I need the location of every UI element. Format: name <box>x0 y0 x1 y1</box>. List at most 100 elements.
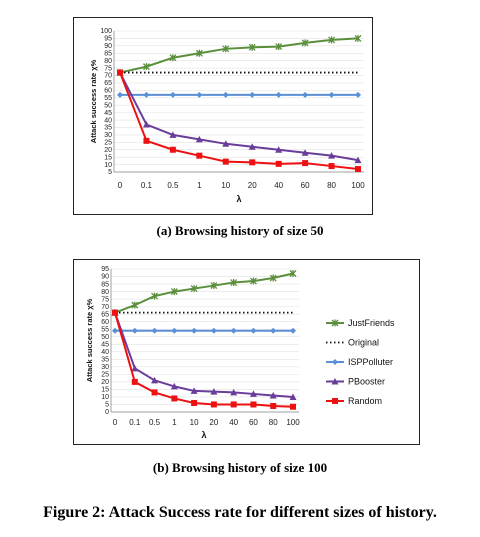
chart-a-ytick-label: 5 <box>108 169 112 176</box>
chart-b-point-isppolluter <box>230 327 237 334</box>
chart-a-point-pbooster <box>354 156 362 164</box>
chart-b-point-random <box>270 402 277 409</box>
chart-b-point-random <box>230 401 237 408</box>
chart-a-point-justfriends <box>142 63 150 71</box>
chart-a-xtick-label: 0.5 <box>167 181 179 190</box>
chart-a-ytick-label: 40 <box>104 117 112 124</box>
chart-a-ytick-label: 80 <box>104 58 112 65</box>
chart-a-point-pbooster <box>195 135 203 143</box>
chart-b-xtick-label: 20 <box>209 418 218 427</box>
chart-a-ytick-label: 25 <box>104 140 112 147</box>
chart-a-point-justfriends <box>195 49 203 57</box>
chart-a-point-isppolluter <box>117 91 123 98</box>
chart-a-xtick-label: 80 <box>327 181 336 190</box>
chart-a-xtick-label: 100 <box>351 181 365 190</box>
chart-b-ytick-label: 55 <box>101 326 109 333</box>
chart-a-point-random <box>117 69 123 76</box>
chart-a-y-axis-label: Attack success rate χ% <box>89 59 98 143</box>
chart-b-xtick-label: 80 <box>269 418 278 427</box>
chart-b-x-axis-label: λ <box>201 430 206 440</box>
chart-b-ytick-label: 10 <box>101 394 109 401</box>
chart-a-ytick-label: 75 <box>104 65 112 72</box>
chart-b-point-isppolluter <box>210 327 217 334</box>
chart-a-ytick-label: 15 <box>104 154 112 161</box>
chart-b-series-random <box>112 309 296 410</box>
chart-a-point-isppolluter <box>275 91 282 98</box>
chart-b-ytick-label: 25 <box>101 372 109 379</box>
chart-a-ytick-label: 85 <box>104 50 112 57</box>
chart-a-point-random <box>275 160 282 167</box>
chart-b-legend-marker <box>331 378 339 385</box>
chart-b-series-isppolluter <box>112 327 296 334</box>
chart-b-ytick-label: 95 <box>101 266 109 273</box>
chart-a-point-random <box>302 160 309 167</box>
chart-b-series-pbooster <box>111 309 297 400</box>
chart-b-xtick-label: 1 <box>172 418 177 427</box>
chart-b-point-isppolluter <box>151 327 158 334</box>
chart-b-line-justfriends <box>114 272 294 314</box>
chart-a-point-isppolluter <box>222 91 229 98</box>
chart-b-ytick-label: 45 <box>101 341 109 348</box>
chart-a-ytick-label: 60 <box>104 88 112 95</box>
chart-b-ytick-label: 70 <box>101 304 109 311</box>
chart-b-ytick-label: 20 <box>101 379 109 386</box>
chart-a-ytick-label: 50 <box>104 102 112 109</box>
chart-a-ytick-label: 95 <box>104 36 112 43</box>
chart-a-point-justfriends <box>248 43 256 51</box>
chart-a-point-random <box>196 152 203 159</box>
chart-b-legend-item-original: Original <box>326 338 379 348</box>
chart-a-line-pbooster <box>119 72 359 162</box>
chart-b-legend-item-random: Random <box>326 396 382 406</box>
chart-b-ytick-label: 80 <box>101 289 109 296</box>
chart-a-series-justfriends <box>116 34 362 77</box>
chart-b-legend-marker <box>332 359 338 365</box>
chart-a-ytick-label: 90 <box>104 43 112 50</box>
chart-b-point-pbooster <box>269 391 277 399</box>
chart-b-legend-label: ISPPolluter <box>348 357 393 367</box>
chart-b-point-isppolluter <box>131 327 138 334</box>
chart-b-point-isppolluter <box>290 327 296 334</box>
chart-a-point-justfriends <box>328 36 336 44</box>
chart-a-caption: (a) Browsing history of size 50 <box>156 223 324 238</box>
chart-a-point-isppolluter <box>355 91 361 98</box>
chart-b-y-axis-label: Attack success rate χ% <box>85 298 94 382</box>
chart-a-point-isppolluter <box>249 91 256 98</box>
chart-b-ytick-label: 65 <box>101 311 109 318</box>
chart-b-point-random <box>210 401 217 408</box>
chart-b-ytick-label: 90 <box>101 274 109 281</box>
chart-a-point-pbooster <box>142 121 150 128</box>
chart-b-point-isppolluter <box>250 327 257 334</box>
chart-a-line-justfriends <box>119 37 359 74</box>
chart-b-legend-marker <box>331 319 339 327</box>
chart-b-point-random <box>112 309 118 316</box>
chart-b-legend-item-pbooster: PBooster <box>326 377 385 387</box>
chart-a-point-isppolluter <box>328 91 335 98</box>
chart-b-ytick-label: 30 <box>101 364 109 371</box>
chart-a-xtick-label: 1 <box>197 181 202 190</box>
chart-b-legend-item-justfriends: JustFriends <box>326 318 395 328</box>
chart-b-point-pbooster <box>249 390 257 397</box>
chart-b-ytick-label: 50 <box>101 334 109 341</box>
chart-b-ytick-label: 5 <box>105 402 109 409</box>
chart-a-point-pbooster <box>169 131 177 138</box>
chart-a-point-pbooster <box>248 143 256 150</box>
chart-a-point-pbooster <box>301 149 309 156</box>
chart-a-series-pbooster <box>116 69 362 164</box>
chart-a-xtick-label: 10 <box>221 181 230 190</box>
chart-a-ytick-label: 45 <box>104 110 112 117</box>
chart-a-point-justfriends <box>354 34 362 42</box>
chart-a-x-axis-label: λ <box>236 194 241 204</box>
chart-a-ytick-label: 70 <box>104 73 112 80</box>
chart-b-point-justfriends <box>289 270 297 278</box>
chart-a-point-isppolluter <box>143 91 150 98</box>
chart-a-point-justfriends <box>222 45 230 53</box>
chart-a-ytick-label: 55 <box>104 95 112 102</box>
chart-b-point-isppolluter <box>191 327 198 334</box>
chart-a-point-justfriends <box>301 39 309 47</box>
chart-b-legend-label: PBooster <box>348 377 385 387</box>
chart-a-point-isppolluter <box>169 91 176 98</box>
chart-b-point-random <box>171 395 178 402</box>
chart-b-point-random <box>250 401 257 408</box>
chart-a-xtick-label: 20 <box>248 181 257 190</box>
chart-b-point-justfriends <box>131 301 139 309</box>
